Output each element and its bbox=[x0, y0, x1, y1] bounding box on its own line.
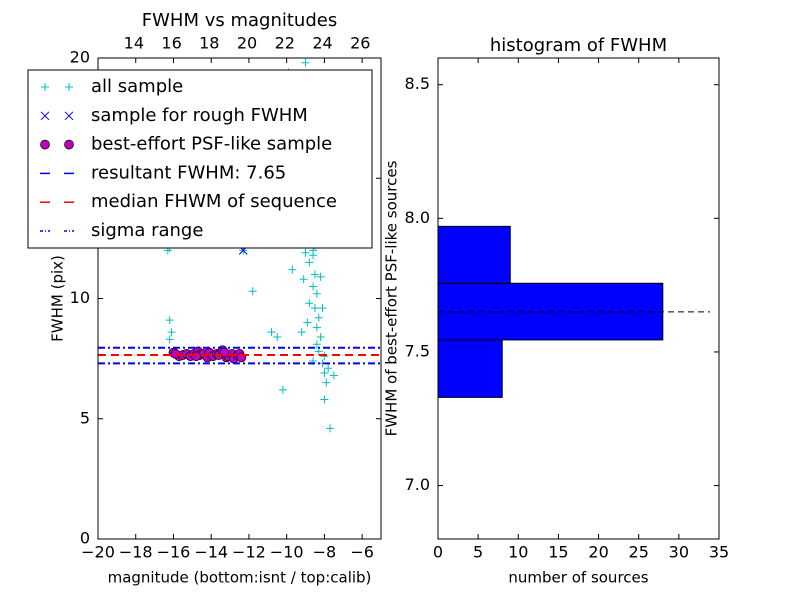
x-tick-label: −8 bbox=[313, 543, 337, 562]
point bbox=[288, 265, 297, 274]
point bbox=[305, 258, 314, 267]
bar bbox=[437, 225, 511, 284]
y-tick-label: 20 bbox=[70, 48, 90, 67]
x-tick-label: 20 bbox=[588, 543, 608, 562]
point bbox=[316, 332, 325, 341]
legend-box bbox=[27, 69, 373, 249]
y-tick-label: 8.0 bbox=[405, 208, 430, 227]
x-tick-label: −14 bbox=[194, 543, 228, 562]
y-axis-label: FWHM of best-effort PSF-like sources bbox=[383, 160, 401, 436]
point bbox=[278, 385, 287, 394]
bar bbox=[437, 339, 503, 398]
x-tick-label: −12 bbox=[232, 543, 266, 562]
x-axis-label: number of sources bbox=[508, 569, 648, 587]
point bbox=[191, 351, 201, 362]
x-tick-label: −18 bbox=[119, 543, 153, 562]
x-axis-label: magnitude (bottom:isnt / top:calib) bbox=[108, 569, 372, 587]
x-tick-label: −16 bbox=[157, 543, 191, 562]
point bbox=[318, 304, 327, 313]
point bbox=[305, 299, 314, 308]
point bbox=[316, 272, 325, 281]
point bbox=[170, 348, 181, 359]
x2-tick-label: 18 bbox=[199, 34, 219, 53]
legend-swatch bbox=[65, 83, 73, 91]
legend: all sample sample for rough FWHM best-effo… bbox=[27, 69, 373, 249]
point bbox=[309, 251, 318, 260]
legend-swatch bbox=[41, 83, 49, 91]
point bbox=[248, 287, 257, 296]
point bbox=[312, 340, 321, 349]
point bbox=[301, 58, 310, 67]
legend-swatch bbox=[40, 111, 50, 121]
point bbox=[165, 335, 174, 344]
point bbox=[297, 328, 306, 337]
x2-tick-label: 14 bbox=[124, 34, 144, 53]
point bbox=[324, 364, 333, 373]
point bbox=[165, 316, 174, 325]
point bbox=[320, 395, 329, 404]
y-tick-label: 8.5 bbox=[405, 74, 430, 93]
x-tick-label: 35 bbox=[709, 543, 729, 562]
point bbox=[322, 378, 331, 387]
legend-swatch bbox=[40, 139, 50, 150]
y-tick-label: 7.0 bbox=[405, 475, 430, 494]
x-tick-label: −20 bbox=[81, 543, 115, 562]
point bbox=[309, 282, 318, 291]
point bbox=[167, 328, 176, 337]
legend-swatch bbox=[64, 111, 74, 121]
legend-label: sample for rough FWHM bbox=[91, 105, 308, 126]
y-axis-label: FWHM (pix) bbox=[49, 255, 67, 342]
x-tick-label: 25 bbox=[629, 543, 649, 562]
point bbox=[310, 304, 319, 313]
x-tick-label: −10 bbox=[270, 543, 304, 562]
y-tick-label: 0 bbox=[80, 529, 90, 548]
point bbox=[312, 289, 321, 298]
x-tick-label: 5 bbox=[473, 543, 483, 562]
legend-label: all sample bbox=[91, 76, 183, 97]
chart-title: histogram of FWHM bbox=[490, 35, 667, 56]
point bbox=[320, 352, 329, 361]
point bbox=[267, 328, 276, 337]
x-tick-label: 0 bbox=[433, 543, 443, 562]
point bbox=[301, 248, 310, 257]
x2-tick-label: 22 bbox=[275, 34, 295, 53]
legend-label: sigma range bbox=[91, 220, 203, 241]
x2-tick-label: 20 bbox=[237, 34, 257, 53]
y-tick-label: 5 bbox=[80, 408, 90, 427]
point bbox=[320, 369, 329, 378]
point bbox=[303, 318, 312, 327]
legend-label: resultant FWHM: 7.65 bbox=[91, 162, 286, 183]
point bbox=[273, 332, 282, 341]
point bbox=[299, 275, 308, 284]
point bbox=[310, 270, 319, 279]
legend-label: median FHWM of sequence bbox=[91, 191, 337, 212]
legend-swatch bbox=[64, 139, 74, 150]
x-tick-label: 15 bbox=[548, 543, 568, 562]
x2-tick-label: 26 bbox=[350, 34, 370, 53]
x2-tick-label: 16 bbox=[161, 34, 181, 53]
legend-label: best-effort PSF-like sample bbox=[91, 134, 332, 155]
point bbox=[314, 313, 323, 322]
x-tick-label: 10 bbox=[508, 543, 528, 562]
axes-frame bbox=[97, 57, 382, 540]
point bbox=[312, 323, 321, 332]
y-tick-label: 10 bbox=[70, 288, 90, 307]
x2-tick-label: 24 bbox=[312, 34, 332, 53]
point bbox=[329, 371, 338, 380]
point bbox=[326, 424, 335, 433]
x-tick-label: −6 bbox=[350, 543, 374, 562]
y-tick-label: 7.5 bbox=[405, 341, 430, 360]
chart-title: FWHM vs magnitudes bbox=[142, 10, 337, 31]
x-tick-label: 30 bbox=[669, 543, 689, 562]
axes-frame bbox=[437, 57, 720, 540]
